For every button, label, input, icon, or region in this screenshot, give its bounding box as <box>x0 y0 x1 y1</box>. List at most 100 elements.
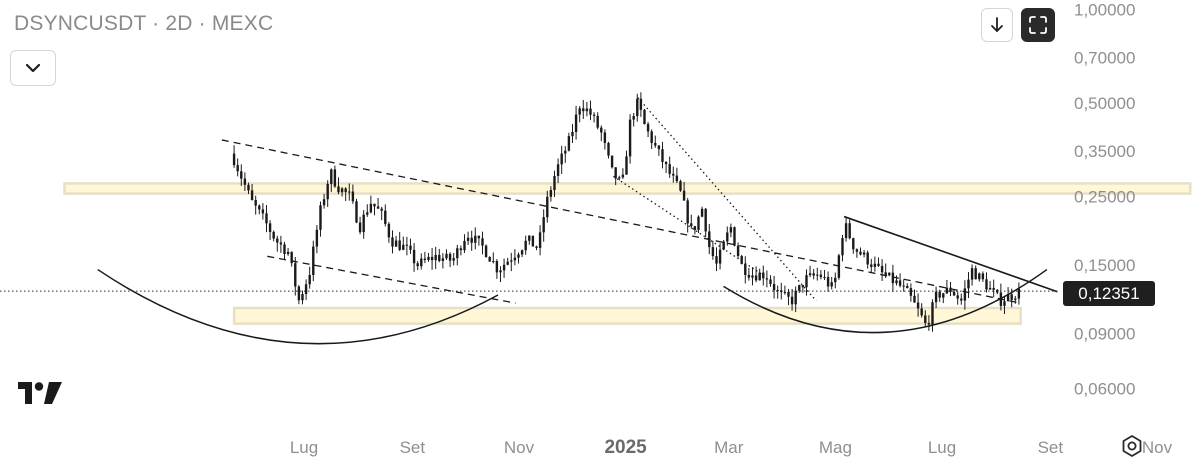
candle-body <box>747 274 751 278</box>
dashed-trendline <box>267 255 516 304</box>
candle-body <box>884 272 887 276</box>
candle-body <box>776 290 779 292</box>
candle-body <box>632 116 635 120</box>
candle-body <box>564 150 567 154</box>
candle-body <box>441 258 445 262</box>
candle-body <box>808 273 812 276</box>
candle-body <box>690 223 693 227</box>
current-price-label: 0,12351 <box>1063 281 1155 306</box>
candle-body <box>463 240 466 251</box>
candle-body <box>290 251 293 264</box>
gear-icon[interactable] <box>1120 434 1144 458</box>
candle-body <box>650 131 653 144</box>
candle-body <box>546 196 549 218</box>
candle-body <box>585 108 589 112</box>
candle-body <box>380 208 383 211</box>
candle-body <box>974 268 977 280</box>
candle-body <box>340 188 344 193</box>
candle-body <box>582 108 585 112</box>
candle-body <box>729 227 733 233</box>
candle-body <box>402 244 405 250</box>
candle-body <box>985 279 988 290</box>
candle-body <box>427 256 430 260</box>
candle-body <box>664 162 668 165</box>
candle-body <box>247 184 250 191</box>
candle-body <box>700 208 704 217</box>
candle-body <box>754 275 758 281</box>
y-tick-label: 0,50000 <box>1074 94 1135 113</box>
candle-body <box>639 98 643 110</box>
candle-body <box>967 279 970 289</box>
candle-body <box>906 286 909 289</box>
download-button[interactable] <box>981 8 1013 42</box>
fullscreen-button[interactable] <box>1021 8 1055 42</box>
candle-body <box>1010 294 1013 300</box>
trendlines <box>97 97 1058 345</box>
candle-body <box>254 200 257 206</box>
candle-body <box>870 264 873 267</box>
candle-body <box>337 186 340 193</box>
candle-body <box>805 275 808 288</box>
candle-body <box>510 260 513 262</box>
candle-body <box>434 254 437 261</box>
candle-body <box>819 274 823 278</box>
collapse-button[interactable] <box>10 50 56 86</box>
x-tick-label: Mar <box>714 438 744 457</box>
chevron-down-icon <box>25 63 41 73</box>
y-tick-label: 1,00000 <box>1074 1 1135 20</box>
candle-body <box>369 203 373 213</box>
candle-body <box>952 292 956 296</box>
candle-body <box>693 226 697 230</box>
candle-body <box>978 273 981 280</box>
candle-body <box>801 285 805 288</box>
candle-body <box>261 209 265 214</box>
candle-body <box>272 231 275 239</box>
y-tick-label: 0,09000 <box>1074 325 1135 344</box>
candle-body <box>895 280 898 284</box>
candle-body <box>697 216 700 230</box>
x-tick-label: Nov <box>504 438 535 457</box>
candle-body <box>412 249 416 264</box>
candle-body <box>960 298 963 301</box>
candle-body <box>567 136 571 151</box>
candle-body <box>416 263 419 267</box>
candle-body <box>376 206 380 209</box>
support-resistance-zones <box>63 182 1192 325</box>
candle-body <box>981 273 985 280</box>
x-tick-label: Set <box>1038 438 1064 457</box>
x-tick-label: 2025 <box>604 437 647 458</box>
candle-body <box>283 244 286 255</box>
candle-body <box>492 261 495 263</box>
candle-body <box>499 270 502 273</box>
candle-body <box>902 285 905 287</box>
dashed-trendline <box>221 139 1021 304</box>
candle-body <box>866 252 869 265</box>
candle-body <box>578 108 581 115</box>
candle-body <box>488 257 491 262</box>
candle-body <box>798 285 801 291</box>
candle-body <box>1003 301 1006 306</box>
candle-body <box>542 217 545 233</box>
dotted-trendline <box>637 97 817 302</box>
candle-body <box>265 213 268 224</box>
candle-body <box>358 222 362 233</box>
candle-body <box>438 254 441 262</box>
candle-body <box>279 242 283 245</box>
resistance-trendline <box>843 215 1058 293</box>
y-tick-label: 0,25000 <box>1074 187 1135 206</box>
candle-body <box>452 258 455 261</box>
candle-body <box>481 238 484 246</box>
candle-body <box>679 181 682 191</box>
candle-body <box>625 156 628 175</box>
candle-body <box>963 288 967 301</box>
rounded-bottom-arc <box>97 268 499 345</box>
y-tick-label: 0,15000 <box>1074 256 1135 275</box>
candle-body <box>589 108 592 115</box>
candle-body <box>765 278 769 280</box>
x-tick-label: Set <box>400 438 426 457</box>
candle-body <box>470 237 473 243</box>
candle-body <box>1017 288 1021 299</box>
candle-body <box>949 287 952 293</box>
candle-body <box>603 132 607 143</box>
